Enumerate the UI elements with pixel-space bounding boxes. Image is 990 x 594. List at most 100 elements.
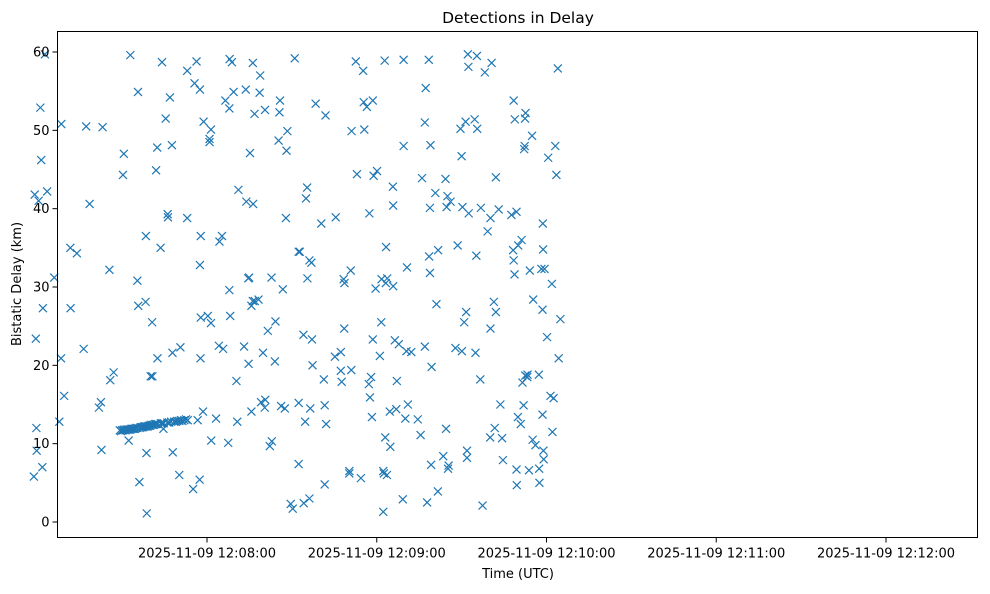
data-point — [231, 376, 241, 386]
data-point — [446, 197, 456, 207]
data-point — [281, 213, 291, 223]
x-tick-label: 2025-11-09 12:11:00 — [647, 547, 785, 562]
data-point — [491, 307, 501, 317]
data-point — [553, 64, 563, 73]
x-tick-label: 2025-11-09 12:09:00 — [308, 547, 446, 562]
data-point — [72, 248, 82, 258]
data-point — [457, 346, 467, 356]
data-point — [519, 144, 529, 154]
data-point — [459, 317, 469, 327]
y-tick-label: 60 — [33, 46, 50, 61]
data-point — [319, 375, 329, 384]
data-point — [483, 226, 493, 236]
data-point — [98, 122, 108, 132]
data-point — [36, 155, 46, 165]
data-point — [195, 475, 205, 485]
data-point — [472, 51, 482, 61]
data-point — [398, 494, 408, 504]
data-point — [239, 342, 249, 351]
data-point — [294, 398, 304, 408]
data-point — [214, 341, 224, 351]
data-point — [211, 414, 221, 424]
data-point — [275, 96, 285, 105]
data-point — [416, 430, 426, 440]
data-point — [321, 111, 330, 120]
data-point — [215, 237, 224, 246]
y-tick-label: 20 — [33, 359, 50, 374]
data-point — [260, 403, 270, 413]
data-point — [528, 295, 538, 304]
data-point — [475, 375, 485, 384]
y-axis-label: Bistatic Delay (km) — [10, 222, 25, 346]
data-point — [246, 407, 256, 416]
data-point — [168, 447, 178, 457]
data-point — [29, 472, 39, 481]
data-point — [453, 241, 463, 250]
data-point — [206, 436, 216, 445]
data-point — [278, 284, 288, 294]
data-point — [339, 324, 349, 333]
data-point — [347, 126, 356, 136]
data-point — [193, 415, 203, 425]
data-point — [491, 172, 501, 182]
data-point — [376, 317, 386, 327]
data-point — [152, 143, 162, 152]
data-point — [256, 397, 266, 407]
data-point — [245, 148, 255, 158]
data-point — [233, 185, 243, 195]
data-point — [31, 334, 41, 344]
data-point — [509, 96, 519, 105]
data-point — [265, 441, 275, 451]
data-point — [146, 371, 156, 381]
y-tick-label: 40 — [33, 202, 50, 217]
data-point — [336, 366, 346, 376]
data-point — [282, 126, 292, 136]
data-point — [306, 258, 316, 268]
data-point — [320, 400, 330, 410]
data-point — [118, 170, 128, 180]
data-point — [109, 367, 119, 377]
data-point — [198, 407, 208, 416]
data-point — [346, 365, 356, 375]
data-point — [227, 57, 237, 67]
data-point — [125, 50, 135, 60]
data-point — [480, 67, 490, 77]
data-point — [151, 165, 161, 175]
data-point — [248, 296, 258, 306]
data-point — [124, 436, 134, 445]
data-point — [56, 119, 66, 129]
data-point — [441, 174, 450, 184]
data-point — [344, 469, 354, 478]
data-point — [352, 169, 362, 179]
data-point — [270, 356, 280, 366]
data-point — [134, 477, 144, 487]
data-point — [381, 242, 391, 252]
data-point — [388, 201, 398, 210]
data-point — [538, 410, 547, 420]
data-point — [425, 268, 435, 278]
data-point — [305, 403, 315, 413]
data-point — [142, 508, 152, 518]
data-point — [543, 153, 553, 163]
data-point — [364, 208, 374, 218]
x-ticks: 2025-11-09 12:08:00 2025-11-09 12:09:00 20… — [138, 537, 955, 562]
data-point — [65, 243, 75, 253]
data-point — [523, 370, 532, 380]
data-point — [506, 210, 516, 220]
data-point — [462, 446, 472, 456]
data-point — [536, 264, 546, 274]
data-point — [299, 330, 308, 340]
data-point — [35, 103, 45, 113]
y-tick-label: 10 — [33, 437, 50, 452]
data-point — [534, 370, 544, 380]
data-point — [521, 108, 530, 118]
x-tick-label: 2025-11-09 12:08:00 — [138, 547, 276, 562]
data-point — [179, 415, 189, 425]
data-point — [487, 58, 497, 68]
data-point — [96, 397, 106, 407]
data-point — [190, 78, 199, 88]
data-point — [371, 284, 381, 293]
data-point — [385, 442, 395, 452]
data-point — [336, 347, 346, 357]
